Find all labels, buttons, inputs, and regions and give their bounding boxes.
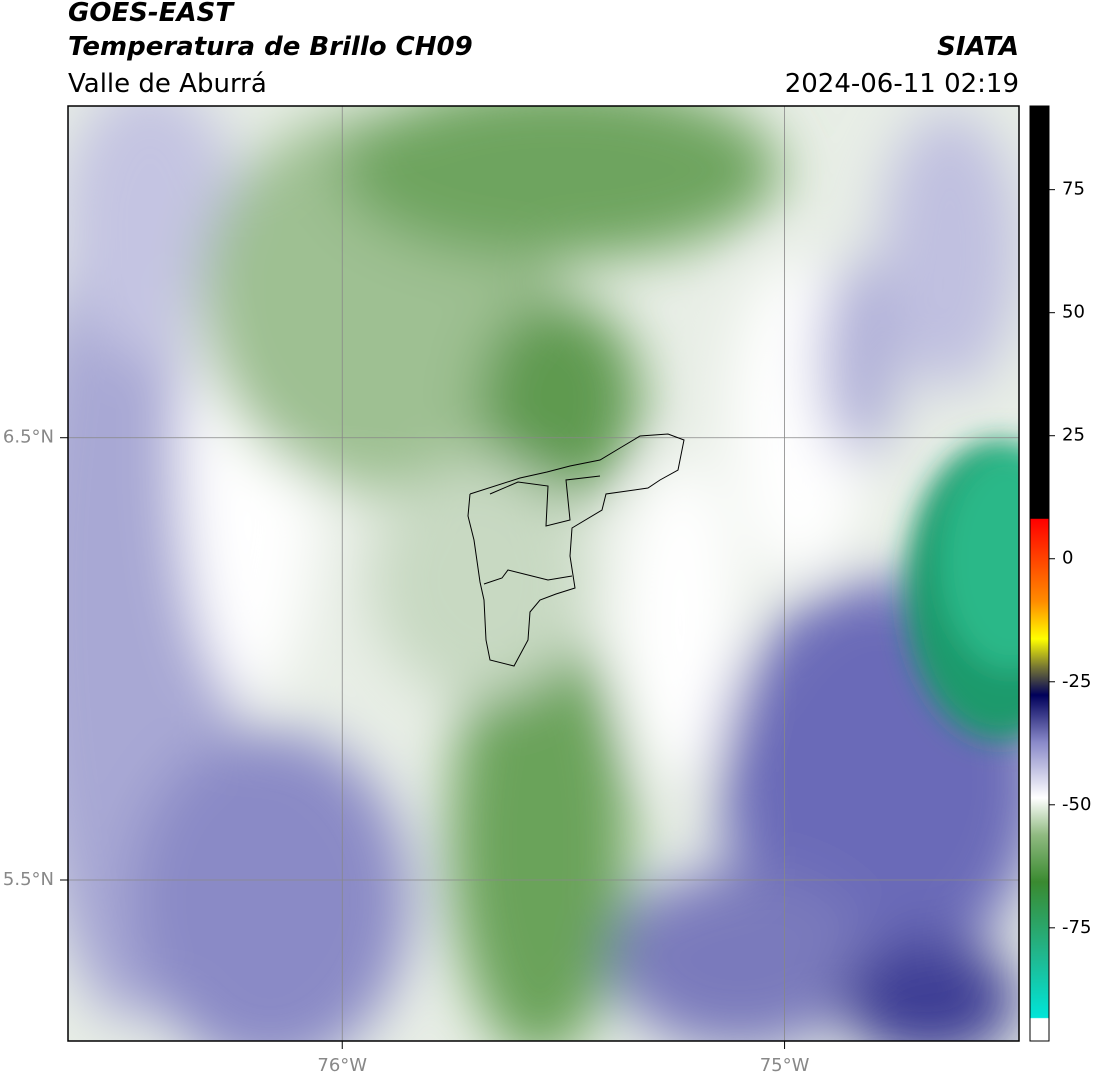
grid — [68, 106, 1019, 1041]
colorbar-tick-label: 0 — [1062, 548, 1073, 569]
colorbar — [1029, 105, 1050, 1042]
lon-tick-label: 75°W — [760, 1055, 810, 1076]
colorbar-tick-label: 50 — [1062, 302, 1085, 323]
lat-tick-label: 6.5°N — [3, 427, 54, 448]
boundary — [489, 475, 601, 527]
subtitle: Temperatura de Brillo CH09 — [68, 32, 473, 62]
datetime: 2024-06-11 02:19 — [785, 69, 1019, 99]
brightness-field — [68, 106, 1019, 1041]
colorbar-tick-label: -75 — [1062, 917, 1091, 938]
source: SIATA — [937, 32, 1019, 62]
boundary — [483, 569, 573, 585]
title: GOES-EAST — [68, 0, 235, 28]
lat-tick-label: 5.5°N — [3, 869, 54, 890]
map-frame — [67, 105, 1020, 1042]
lon-tick-label: 76°W — [317, 1055, 367, 1076]
colorbar-tick-label: -50 — [1062, 794, 1091, 815]
colorbar-tick-label: 75 — [1062, 179, 1085, 200]
boundary — [467, 433, 685, 667]
region: Valle de Aburrá — [68, 69, 267, 99]
colorbar-tick-label: 25 — [1062, 425, 1085, 446]
colorbar-tick-label: -25 — [1062, 671, 1091, 692]
